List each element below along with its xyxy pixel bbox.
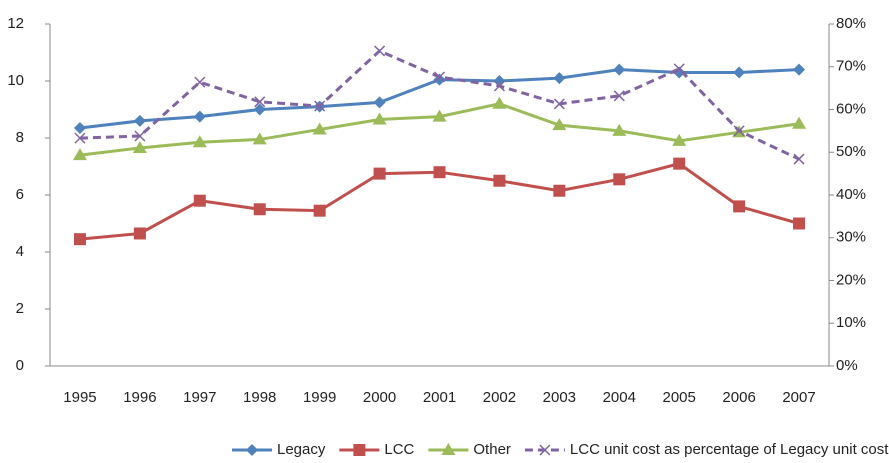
marker xyxy=(133,227,146,240)
legend-label: Legacy xyxy=(277,441,326,458)
y-tick-label: 12 xyxy=(7,15,24,32)
x-tick-label: 1999 xyxy=(303,389,336,406)
y-tick-label: 4 xyxy=(16,243,24,260)
y-tick-label: 6 xyxy=(16,186,24,203)
x-tick-label: 2002 xyxy=(483,389,516,406)
y-tick-label: 0 xyxy=(16,357,24,374)
marker xyxy=(553,184,566,197)
marker xyxy=(312,122,327,135)
legend-item: LCC unit cost as percentage of Legacy un… xyxy=(524,441,889,458)
legend-label: Other xyxy=(473,441,511,458)
marker xyxy=(613,173,626,186)
y2-tick-label: 10% xyxy=(836,314,866,331)
legend-item: Legacy xyxy=(232,441,326,458)
marker xyxy=(252,132,267,145)
y2-tick-label: 40% xyxy=(836,186,866,203)
marker xyxy=(254,96,266,108)
marker xyxy=(372,112,387,125)
marker xyxy=(313,204,326,217)
x-tick-label: 2007 xyxy=(782,389,815,406)
y2-tick-label: 80% xyxy=(836,15,866,32)
y2-tick-label: 60% xyxy=(836,100,866,117)
marker xyxy=(73,233,86,246)
x-tick-label: 1997 xyxy=(183,389,216,406)
y2-tick-label: 30% xyxy=(836,229,866,246)
marker xyxy=(793,217,806,230)
y2-tick-label: 50% xyxy=(836,143,866,160)
y2-tick-label: 20% xyxy=(836,271,866,288)
marker xyxy=(553,98,565,110)
x-tick-label: 2004 xyxy=(603,389,636,406)
marker xyxy=(733,66,746,79)
legend-label: LCC unit cost as percentage of Legacy un… xyxy=(570,441,889,458)
marker xyxy=(733,125,745,137)
x-tick-label: 2001 xyxy=(423,389,456,406)
legend-label: LCC xyxy=(384,441,414,458)
y-tick-label: 2 xyxy=(16,300,24,317)
marker xyxy=(493,174,506,187)
x-tick-label: 2005 xyxy=(663,389,696,406)
x-tick-label: 2003 xyxy=(543,389,576,406)
marker xyxy=(552,118,567,131)
marker xyxy=(493,80,505,92)
marker xyxy=(793,153,805,165)
y-tick-label: 8 xyxy=(16,129,24,146)
marker xyxy=(193,110,206,123)
legend-item: Other xyxy=(428,441,511,458)
marker xyxy=(194,76,206,88)
y2-tick-label: 70% xyxy=(836,58,866,75)
marker xyxy=(74,132,86,144)
marker xyxy=(492,96,507,109)
marker xyxy=(134,130,146,142)
marker xyxy=(253,203,266,216)
legend-marker xyxy=(246,444,258,456)
marker xyxy=(373,96,386,109)
marker xyxy=(613,63,626,76)
marker xyxy=(314,100,326,112)
marker xyxy=(553,72,566,85)
y-tick-label: 10 xyxy=(7,72,24,89)
marker xyxy=(673,157,686,170)
marker xyxy=(673,63,685,75)
marker xyxy=(433,166,446,179)
marker xyxy=(133,114,146,127)
x-tick-label: 2000 xyxy=(363,389,396,406)
marker xyxy=(792,116,807,129)
x-tick-label: 1996 xyxy=(123,389,156,406)
legend-marker xyxy=(539,444,551,456)
x-tick-label: 1995 xyxy=(63,389,96,406)
marker xyxy=(73,122,86,135)
legend-marker xyxy=(441,443,456,455)
marker xyxy=(72,148,87,161)
marker xyxy=(132,140,147,153)
marker xyxy=(192,135,207,148)
x-tick-label: 1998 xyxy=(243,389,276,406)
marker xyxy=(733,200,746,213)
marker xyxy=(433,71,446,83)
marker xyxy=(612,123,627,136)
marker xyxy=(432,109,447,122)
marker xyxy=(672,133,687,146)
marker xyxy=(253,103,266,116)
marker xyxy=(793,63,806,76)
y2-tick-label: 0% xyxy=(836,357,858,374)
x-tick-label: 2006 xyxy=(722,389,755,406)
marker xyxy=(193,194,206,207)
marker xyxy=(373,167,386,180)
marker xyxy=(613,90,625,102)
legend-marker xyxy=(353,444,366,456)
marker xyxy=(374,45,386,57)
legend-item: LCC xyxy=(339,441,415,458)
